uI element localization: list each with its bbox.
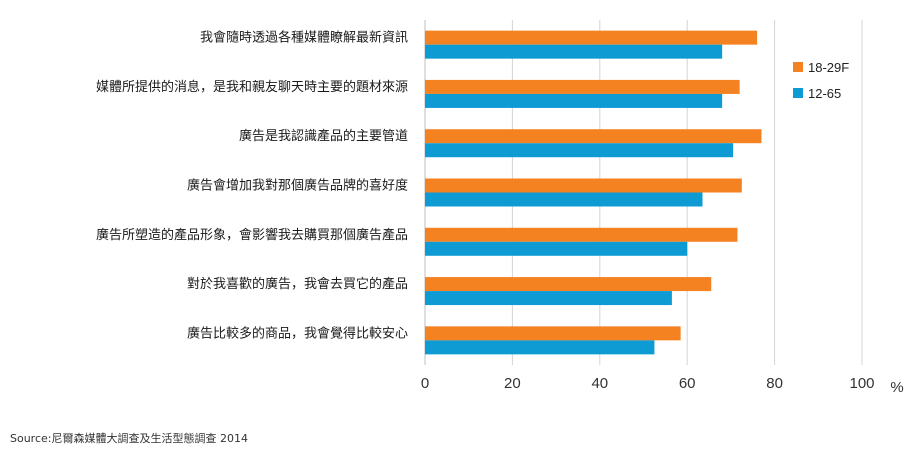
bar-12-65-6 <box>425 340 655 355</box>
category-label: 媒體所提供的消息，是我和親友聊天時主要的題材來源 <box>96 79 408 95</box>
category-labels: 我會隨時透過各種媒體瞭解最新資訊媒體所提供的消息，是我和親友聊天時主要的題材來源… <box>96 30 408 342</box>
bar-18-29F-5 <box>425 277 712 292</box>
x-tick-label: 40 <box>591 375 608 392</box>
category-label: 對於我喜歡的廣告，我會去買它的產品 <box>187 276 408 292</box>
bar-12-65-4 <box>425 241 688 256</box>
legend: 18-29F 12-65 <box>793 60 849 101</box>
bar-18-29F-2 <box>425 129 762 144</box>
category-label: 廣告會增加我對那個廣告品牌的喜好度 <box>187 178 408 194</box>
x-tick-label: 0 <box>421 375 429 392</box>
x-tick-labels: 0 20 40 60 80 100 <box>421 375 875 392</box>
bar-18-29F-6 <box>425 326 681 341</box>
bar-12-65-2 <box>425 143 734 158</box>
bar-18-29F-4 <box>425 227 738 242</box>
x-unit-label: % <box>890 379 903 396</box>
legend-entry: 12-65 <box>808 86 841 101</box>
bar-12-65-5 <box>425 291 672 306</box>
bar-18-29F-3 <box>425 178 742 193</box>
legend-entry: 18-29F <box>808 60 849 75</box>
bar-12-65-0 <box>425 44 723 59</box>
category-label: 廣告所塑造的產品形象，會影響我去購買那個廣告產品 <box>96 227 408 243</box>
category-label: 廣告比較多的商品，我會覺得比較安心 <box>187 325 408 341</box>
bar-12-65-1 <box>425 93 723 108</box>
x-tick-label: 80 <box>766 375 783 392</box>
category-label: 廣告是我認識產品的主要管道 <box>239 128 408 144</box>
x-tick-label: 100 <box>849 375 874 392</box>
legend-swatch <box>793 62 803 72</box>
bars <box>425 30 762 355</box>
legend-swatch <box>793 88 803 98</box>
source-note: Source:尼爾森媒體大調查及生活型態調查 2014 <box>10 432 248 445</box>
x-tick-label: 60 <box>679 375 696 392</box>
bar-12-65-3 <box>425 192 703 207</box>
bar-18-29F-1 <box>425 79 740 94</box>
category-label: 我會隨時透過各種媒體瞭解最新資訊 <box>200 30 408 46</box>
bar-18-29F-0 <box>425 30 758 45</box>
x-tick-label: 20 <box>504 375 521 392</box>
